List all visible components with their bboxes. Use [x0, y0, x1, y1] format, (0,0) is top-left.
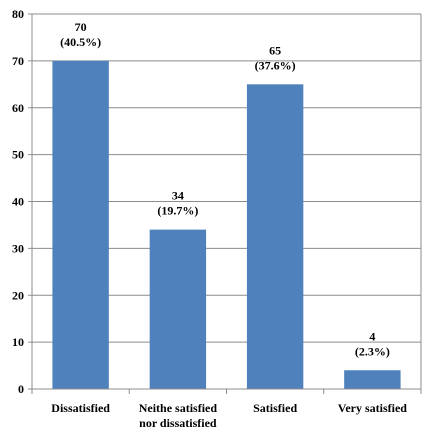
data-label: 4 — [369, 329, 375, 343]
x-tick-label: Very satisfied — [338, 401, 408, 415]
y-tick-label: 50 — [12, 148, 24, 162]
bar — [52, 60, 109, 389]
y-tick-label: 40 — [12, 195, 24, 209]
data-label: 34 — [172, 189, 184, 203]
x-tick-label: Satisfied — [253, 401, 297, 415]
y-tick-label: 20 — [12, 288, 24, 302]
data-label: (19.7%) — [157, 204, 198, 218]
data-label: (2.3%) — [355, 344, 390, 358]
data-labels: 70(40.5%) 34(19.7%) 65(37.6%) 4(2.3%) — [60, 20, 390, 358]
bars — [52, 60, 401, 389]
bar — [149, 229, 207, 389]
data-label: 70 — [75, 20, 87, 34]
y-tick-label: 10 — [12, 335, 24, 349]
bar — [246, 84, 304, 389]
y-tick-label: 0 — [18, 382, 24, 396]
data-label: 65 — [269, 43, 281, 57]
y-tick-label: 30 — [12, 241, 24, 255]
x-tick-label: Dissatisfied — [51, 401, 110, 415]
data-label: (40.5%) — [60, 35, 101, 49]
y-axis: 0 10 20 30 40 50 60 70 80 — [12, 7, 33, 396]
x-tick-label: Neithe satisfied — [139, 401, 218, 415]
y-tick-label: 80 — [12, 7, 24, 21]
bar — [344, 370, 401, 389]
x-tick-label: nor dissatisfied — [139, 416, 217, 430]
y-tick-label: 70 — [12, 54, 24, 68]
data-label: (37.6%) — [255, 58, 296, 72]
y-tick-label: 60 — [12, 101, 24, 115]
